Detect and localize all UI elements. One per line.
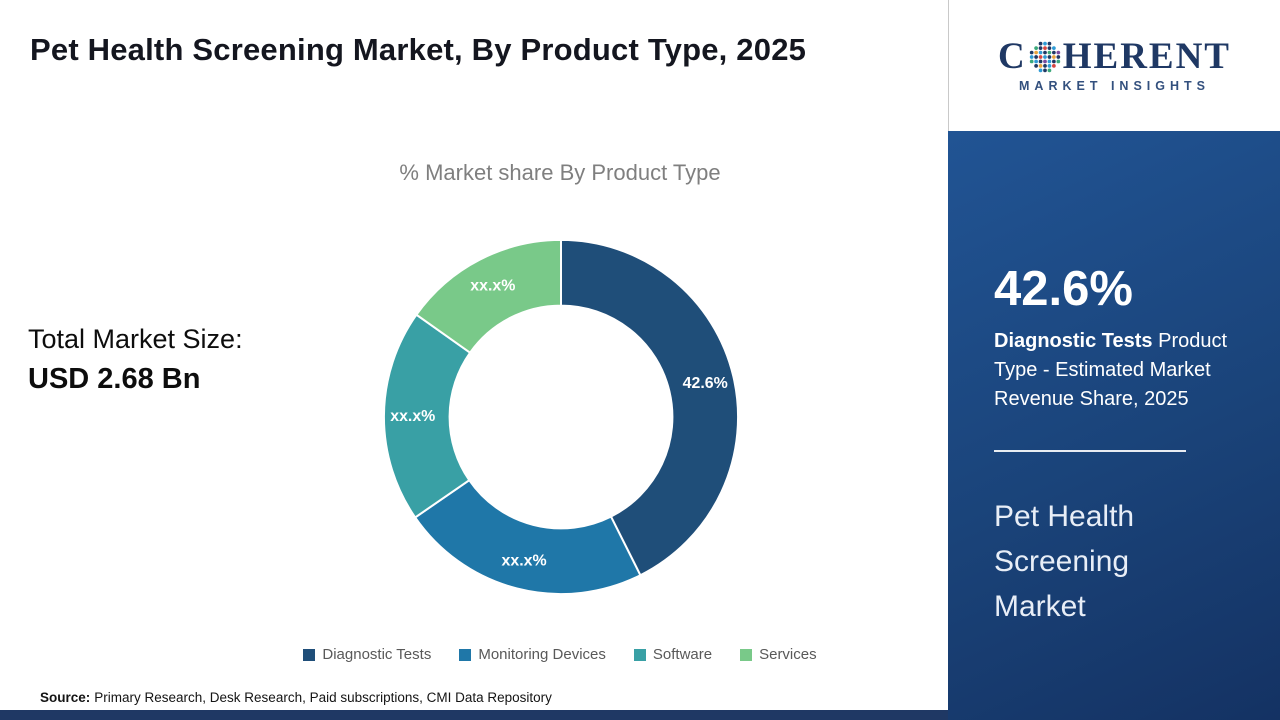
sidebar-market-name: Pet Health Screening Market: [994, 499, 1135, 623]
source-text: Primary Research, Desk Research, Paid su…: [94, 690, 552, 705]
legend-swatch: [633, 648, 646, 661]
slice-label-3: xx.x%: [390, 408, 435, 425]
legend-swatch: [740, 648, 753, 661]
source-label: Source:: [40, 690, 91, 705]
logo-letters-rest: HERENT: [1062, 36, 1231, 77]
total-market-size-value: USD 2.68 Bn: [28, 363, 201, 395]
legend-swatch: [459, 648, 472, 661]
logo-tagline: MARKET INSIGHTS: [1019, 79, 1210, 93]
chart-legend: Diagnostic Tests Monitoring Devices Softwa…: [186, 646, 934, 663]
logo-letter-c: C: [998, 36, 1027, 77]
legend-item-4: Services: [740, 646, 817, 663]
sidebar-stat-description: Diagnostic Tests Product Type - Estimate…: [994, 327, 1246, 414]
legend-label: Monitoring Devices: [478, 646, 606, 663]
logo-area: C HERENT MARKET INSIGHTS: [948, 0, 1280, 131]
sidebar-panel: 42.6% Diagnostic Tests Product Type - Es…: [948, 131, 1280, 720]
page-title: Pet Health Screening Market, By Product …: [30, 32, 807, 67]
sidebar-stat-text: Product Type - Estimated Market Revenue …: [994, 329, 1228, 410]
legend-label: Services: [759, 646, 817, 663]
donut-segment-2: [413, 478, 642, 595]
sidebar-stat-segment-name: Diagnostic Tests: [994, 329, 1153, 352]
legend-swatch: [303, 648, 316, 661]
slice-label-4: xx.x%: [470, 277, 515, 294]
slice-label-2: xx.x%: [502, 553, 547, 570]
company-logo: C HERENT: [998, 38, 1231, 75]
sidebar-stat-value: 42.6%: [994, 262, 1133, 316]
legend-label: Diagnostic Tests: [322, 646, 432, 663]
total-market-size-label: Total Market Size:: [28, 324, 243, 354]
source-line: Source: Primary Research, Desk Research, …: [40, 690, 552, 705]
slice-label-1: 42.6%: [683, 375, 728, 392]
legend-item-3: Software: [633, 646, 713, 663]
legend-item-1: Diagnostic Tests: [303, 646, 431, 663]
globe-dots-icon: [1029, 41, 1060, 72]
divider-line: [994, 449, 1186, 452]
main-content: Pet Health Screening Market, By Product …: [0, 32, 948, 720]
bottom-accent-bar: [0, 710, 948, 720]
right-column: C HERENT MARKET INSIGHTS 42.6% Diagnosti…: [948, 0, 1280, 720]
total-market-size: Total Market Size: USD 2.68 Bn: [28, 324, 243, 396]
donut-segment-4: [415, 238, 562, 355]
donut-chart: 42.6% xx.x% xx.x% xx.x%: [382, 238, 740, 595]
legend-item-2: Monitoring Devices: [459, 646, 606, 663]
donut-segment-1: [560, 238, 740, 577]
chart-title: % Market share By Product Type: [399, 160, 721, 185]
legend-label: Software: [652, 646, 713, 663]
